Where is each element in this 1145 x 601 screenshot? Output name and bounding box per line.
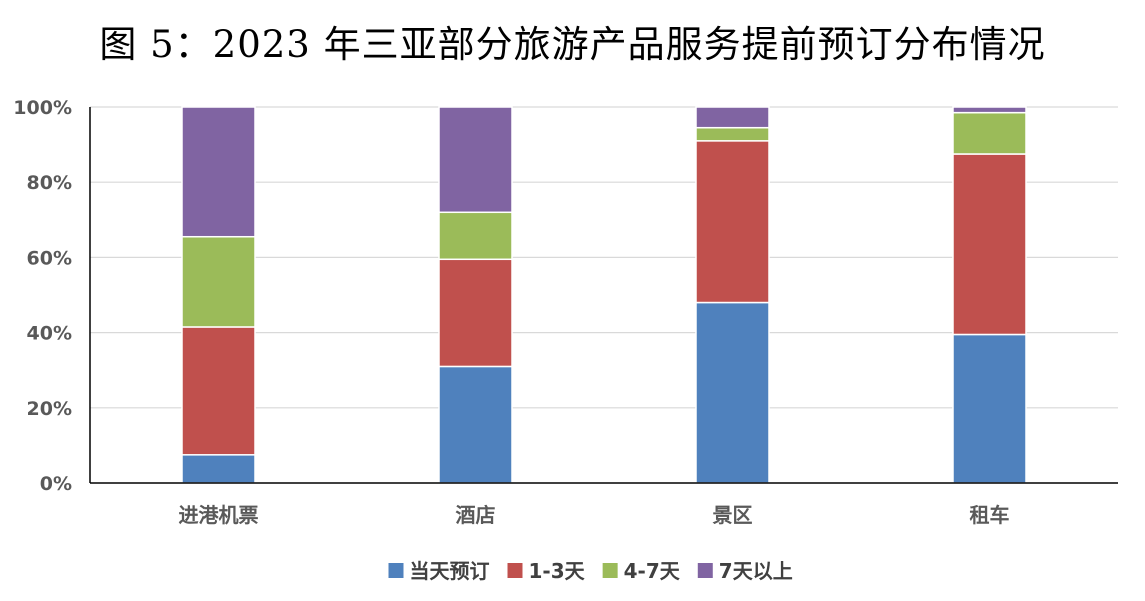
legend-label: 4-7天 <box>624 559 681 583</box>
bar-segment-1-cat-1 <box>181 454 256 484</box>
legend-swatch <box>507 563 523 578</box>
x-tick-label: 景区 <box>713 503 753 527</box>
y-tick-label: 20% <box>27 398 72 420</box>
bar-segment-2-cat-4 <box>952 153 1027 336</box>
x-tick-label: 进港机票 <box>179 503 259 527</box>
y-tick-label: 0% <box>40 473 72 495</box>
bar-segment-1-cat-3 <box>695 301 770 484</box>
y-tick-label: 60% <box>27 247 72 269</box>
bar-segment-4-cat-3 <box>695 106 770 129</box>
legend-label: 7天以上 <box>719 559 793 583</box>
legend-swatch <box>388 563 404 578</box>
legend-swatch <box>697 563 713 578</box>
bar-segment-4-cat-4 <box>952 106 1027 114</box>
legend-swatch <box>602 563 618 578</box>
bar-segment-3-cat-4 <box>952 111 1027 155</box>
bar-segment-3-cat-2 <box>438 211 513 261</box>
bar-segment-4-cat-1 <box>181 106 256 238</box>
bars <box>181 106 1027 484</box>
bar-segment-2-cat-2 <box>438 258 513 368</box>
y-tick-label: 100% <box>13 97 72 119</box>
bar-segment-3-cat-3 <box>695 126 770 142</box>
bar-segment-1-cat-4 <box>952 333 1027 484</box>
bar-segment-2-cat-1 <box>181 326 256 456</box>
bar-segment-2-cat-3 <box>695 140 770 304</box>
legend-label: 1-3天 <box>529 559 586 583</box>
chart-title: 图 5：2023 年三亚部分旅游产品服务提前预订分布情况 <box>99 23 1046 66</box>
axes: 0% 20% 40% 60% 80% 100% 进港机票 酒店 景区 租车 <box>13 97 1118 527</box>
bar-segment-3-cat-1 <box>181 235 256 328</box>
bar-segment-4-cat-2 <box>438 106 513 214</box>
legend-label: 当天预订 <box>410 559 490 583</box>
x-tick-label: 酒店 <box>456 503 496 527</box>
legend: 当天预订 1-3天 4-7天 7天以上 <box>388 559 793 583</box>
y-tick-label: 80% <box>27 172 72 194</box>
gridlines <box>90 106 1118 409</box>
x-tick-label: 租车 <box>970 503 1010 527</box>
y-tick-label: 40% <box>27 323 72 345</box>
bar-segment-1-cat-2 <box>438 365 513 484</box>
